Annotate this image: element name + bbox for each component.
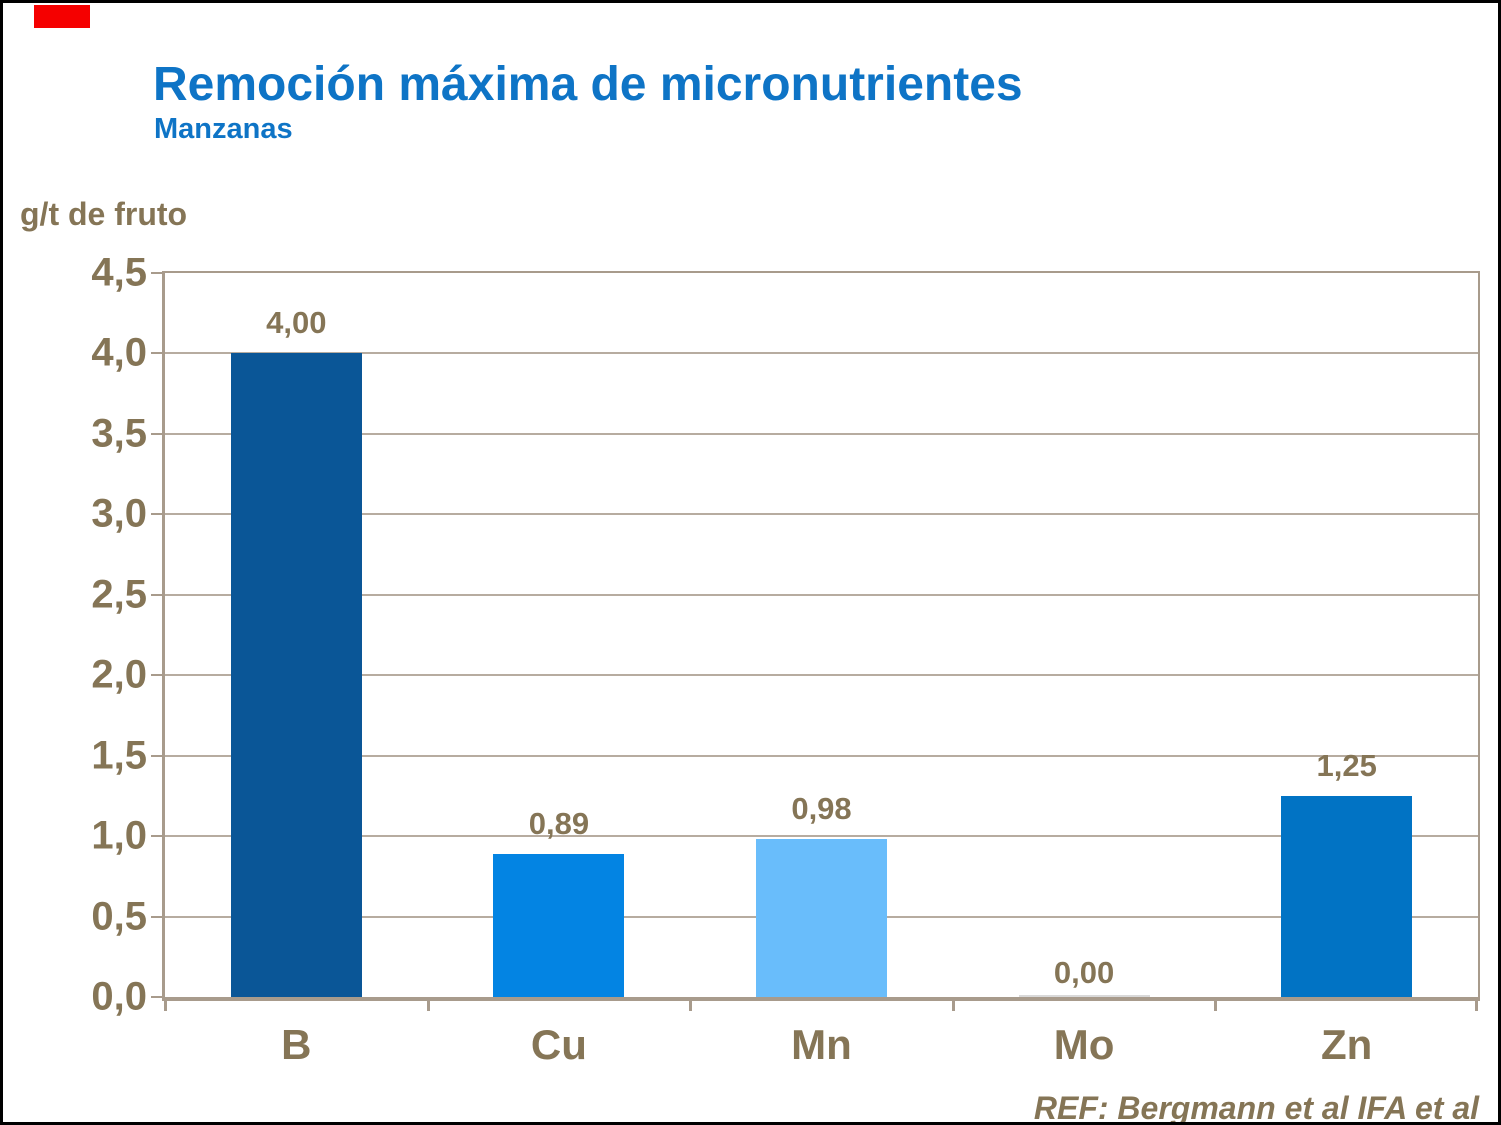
x-tick xyxy=(164,997,167,1011)
bar-value-label: 0,00 xyxy=(1053,955,1115,990)
y-tick-label: 3,0 xyxy=(91,491,147,536)
category-label-b: B xyxy=(281,1021,312,1068)
bar-cu xyxy=(493,853,625,997)
y-tick xyxy=(151,432,165,435)
reference-text: REF: Bergmann et al IFA et al xyxy=(1033,1090,1479,1125)
bar-value-label: 0,89 xyxy=(528,805,590,841)
y-tick xyxy=(151,593,165,596)
gridline xyxy=(165,835,1478,838)
plot-area: 4,00 0,89 0,98 0,00 1,25 xyxy=(162,271,1480,1011)
x-tick xyxy=(951,997,955,1011)
y-tick xyxy=(151,272,165,274)
bar-mn xyxy=(756,839,887,997)
gridline xyxy=(165,593,1478,596)
bar-value-label: 4,00 xyxy=(266,305,327,341)
y-tick xyxy=(151,915,165,918)
y-tick xyxy=(151,835,165,838)
red-corner-marker xyxy=(34,5,90,28)
gridline xyxy=(165,754,1478,757)
y-tick-label: 4,5 xyxy=(91,250,147,295)
y-tick-label: 2,0 xyxy=(91,652,147,697)
x-tick xyxy=(1475,997,1478,1011)
y-tick xyxy=(151,996,165,998)
y-tick-label: 2,5 xyxy=(91,572,147,617)
gridline xyxy=(165,432,1478,435)
y-tick xyxy=(151,674,165,677)
x-tick xyxy=(689,997,693,1011)
y-tick xyxy=(151,754,165,757)
y-axis-title: g/t de fruto xyxy=(20,196,188,232)
y-tick-label: 4,0 xyxy=(91,330,147,375)
gridline xyxy=(165,674,1478,677)
y-tick xyxy=(151,352,165,355)
chart-subtitle: Manzanas xyxy=(154,113,293,145)
y-tick-label: 3,5 xyxy=(91,411,147,456)
bar-value-label: 1,25 xyxy=(1316,747,1377,783)
bar-zn xyxy=(1281,795,1413,997)
y-tick-label: 1,5 xyxy=(91,733,147,778)
x-tick xyxy=(426,997,430,1011)
bar-value-label: 0,98 xyxy=(791,791,852,827)
category-label-mo: Mo xyxy=(1053,1021,1115,1068)
y-tick-label: 0,5 xyxy=(91,894,147,939)
bar-mo xyxy=(1018,995,1150,997)
category-label-mn: Mn xyxy=(791,1021,852,1068)
chart-title: Remoción máxima de micronutrientes xyxy=(153,58,1023,111)
y-tick xyxy=(151,513,165,516)
gridline xyxy=(165,352,1478,355)
bar-b xyxy=(230,353,362,997)
category-label-cu: Cu xyxy=(530,1021,587,1068)
gridline xyxy=(165,513,1478,516)
x-tick xyxy=(1214,997,1218,1011)
category-label-zn: Zn xyxy=(1321,1021,1373,1068)
y-tick-label: 0,0 xyxy=(91,974,147,1019)
y-tick-label: 1,0 xyxy=(91,813,147,858)
